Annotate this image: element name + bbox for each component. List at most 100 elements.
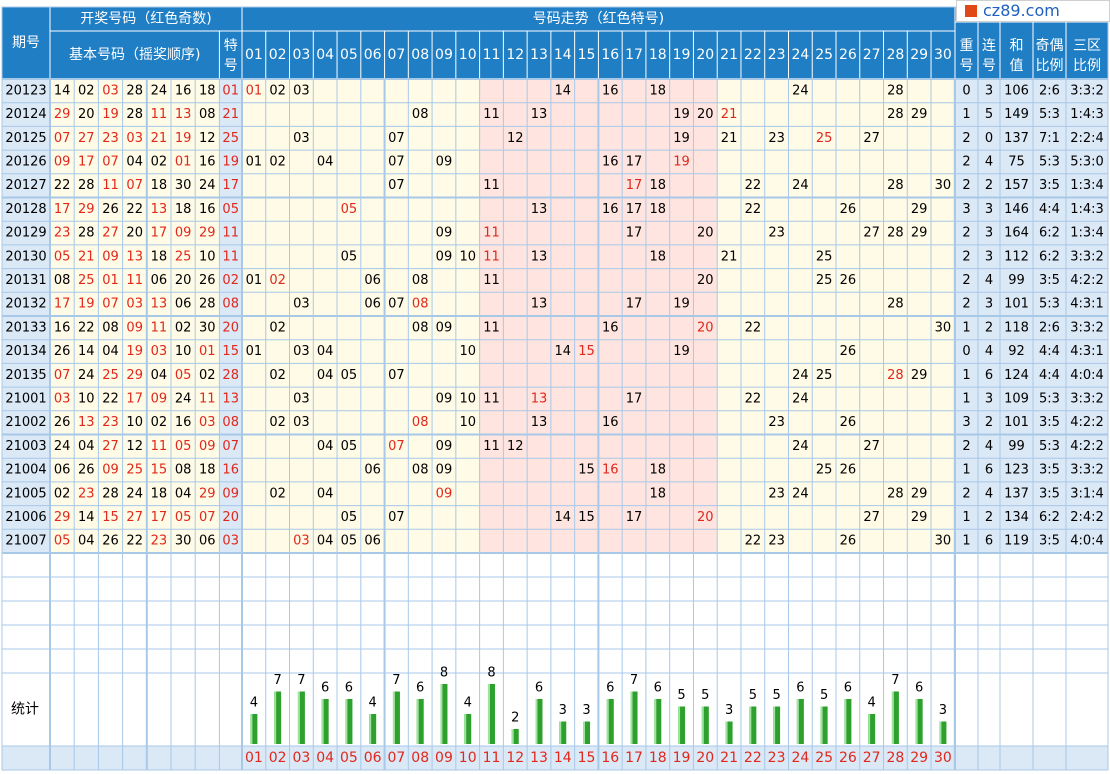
base-number-cell: 28 [199,297,216,312]
stat-bar [844,699,852,744]
analysis-cell: 4:0:4 [1070,368,1104,383]
stat-bar [535,699,543,744]
trend-hit: 13 [531,297,548,312]
analysis-cell: 6 [985,463,993,478]
base-number-cell: 16 [54,320,71,335]
stat-value-label: 5 [820,688,828,703]
base-number-cell: 11 [151,439,168,454]
trend-hit: 26 [840,202,857,217]
trend-hit: 22 [745,534,762,549]
stat-bar [369,714,377,744]
special-number-cell: 25 [222,131,239,146]
stat-bar-highlight [630,691,633,744]
base-number-cell: 05 [54,534,71,549]
stat-value-label: 7 [297,673,305,688]
trend-hit: 18 [650,202,667,217]
base-number-cell: 19 [175,131,192,146]
base-number-cell: 12 [126,439,143,454]
stat-value-label: 6 [345,681,353,696]
base-number-cell: 18 [175,202,192,217]
header-trend-col: 05 [340,47,358,63]
trend-hit: 28 [887,226,904,241]
trend-special-hit: 20 [697,510,714,525]
analysis-cell: 4 [985,344,993,359]
stat-category-label: 06 [364,750,382,766]
header-trend-col: 04 [316,47,334,63]
trend-hit: 30 [935,178,952,193]
base-number-cell: 24 [151,83,168,98]
base-number-cell: 11 [199,391,216,406]
trend-hit: 08 [412,463,429,478]
trend-hit: 16 [602,202,619,217]
analysis-cell: 124 [1004,368,1029,383]
base-number-cell: 04 [126,154,143,169]
special-number-cell: 02 [222,273,239,288]
base-number-cell: 02 [151,154,168,169]
trend-hit: 28 [887,297,904,312]
special-number-cell: 05 [222,202,239,217]
base-number-cell: 26 [199,273,216,288]
base-number-cell: 20 [175,273,192,288]
stat-bar [464,714,472,744]
stat-category-label: 24 [791,750,809,766]
trend-hit: 09 [436,249,453,264]
stat-bar [749,706,757,744]
stat-bar-highlight [701,706,704,744]
base-number-cell: 22 [102,391,119,406]
trend-hit: 10 [459,415,476,430]
analysis-cell: 134 [1004,510,1029,525]
period-cell: 20123 [5,83,46,98]
base-number-cell: 17 [126,391,143,406]
stat-bar [392,691,400,744]
base-number-cell: 16 [199,202,216,217]
base-number-cell: 25 [78,273,95,288]
base-number-cell: 01 [175,154,192,169]
period-cell: 20128 [5,202,46,217]
stat-value-label: 4 [250,696,258,711]
stat-bar-highlight [915,699,918,744]
analysis-cell: 4:2:2 [1070,273,1104,288]
trend-hit: 29 [911,510,928,525]
trend-hit: 07 [388,178,405,193]
base-number-cell: 27 [102,439,119,454]
stat-bar [606,699,614,744]
base-number-cell: 05 [54,249,71,264]
trend-hit: 05 [341,534,358,549]
trend-hit: 16 [602,415,619,430]
stat-value-label: 3 [725,703,733,718]
trend-hit: 26 [840,415,857,430]
header-trend-col: 21 [720,47,738,63]
trend-hit: 08 [412,107,429,122]
header-trend-col: 06 [364,47,382,63]
trend-hit: 17 [626,297,643,312]
analysis-cell: 6:2 [1039,510,1060,525]
base-number-cell: 28 [102,486,119,501]
analysis-cell: 3:3:2 [1070,83,1104,98]
stat-bar [701,706,709,744]
header-analysis-col: 奇偶 [1036,37,1064,54]
site-watermark: cz89.com [956,0,1110,22]
stat-category-label: 29 [910,750,928,766]
stat-bar-highlight [583,721,586,744]
base-number-cell: 04 [151,368,168,383]
header-trend-col: 01 [245,47,263,63]
analysis-cell: 2:6 [1039,320,1060,335]
stat-value-label: 7 [630,673,638,688]
special-number-cell: 01 [222,83,239,98]
header-trend-col: 25 [815,47,833,63]
trend-hit: 11 [483,439,500,454]
period-cell: 20132 [5,297,46,312]
header-analysis-col: 连 [982,38,996,54]
analysis-cell: 106 [1004,83,1029,98]
base-number-cell: 12 [199,131,216,146]
base-number-cell: 17 [54,297,71,312]
base-number-cell: 23 [102,131,119,146]
stat-bar-highlight [939,721,942,744]
base-number-cell: 02 [54,486,71,501]
trend-hit: 03 [293,297,310,312]
trend-special-hit: 25 [816,131,833,146]
base-number-cell: 02 [199,368,216,383]
base-number-cell: 07 [102,297,119,312]
header-trend-col: 10 [459,47,477,63]
